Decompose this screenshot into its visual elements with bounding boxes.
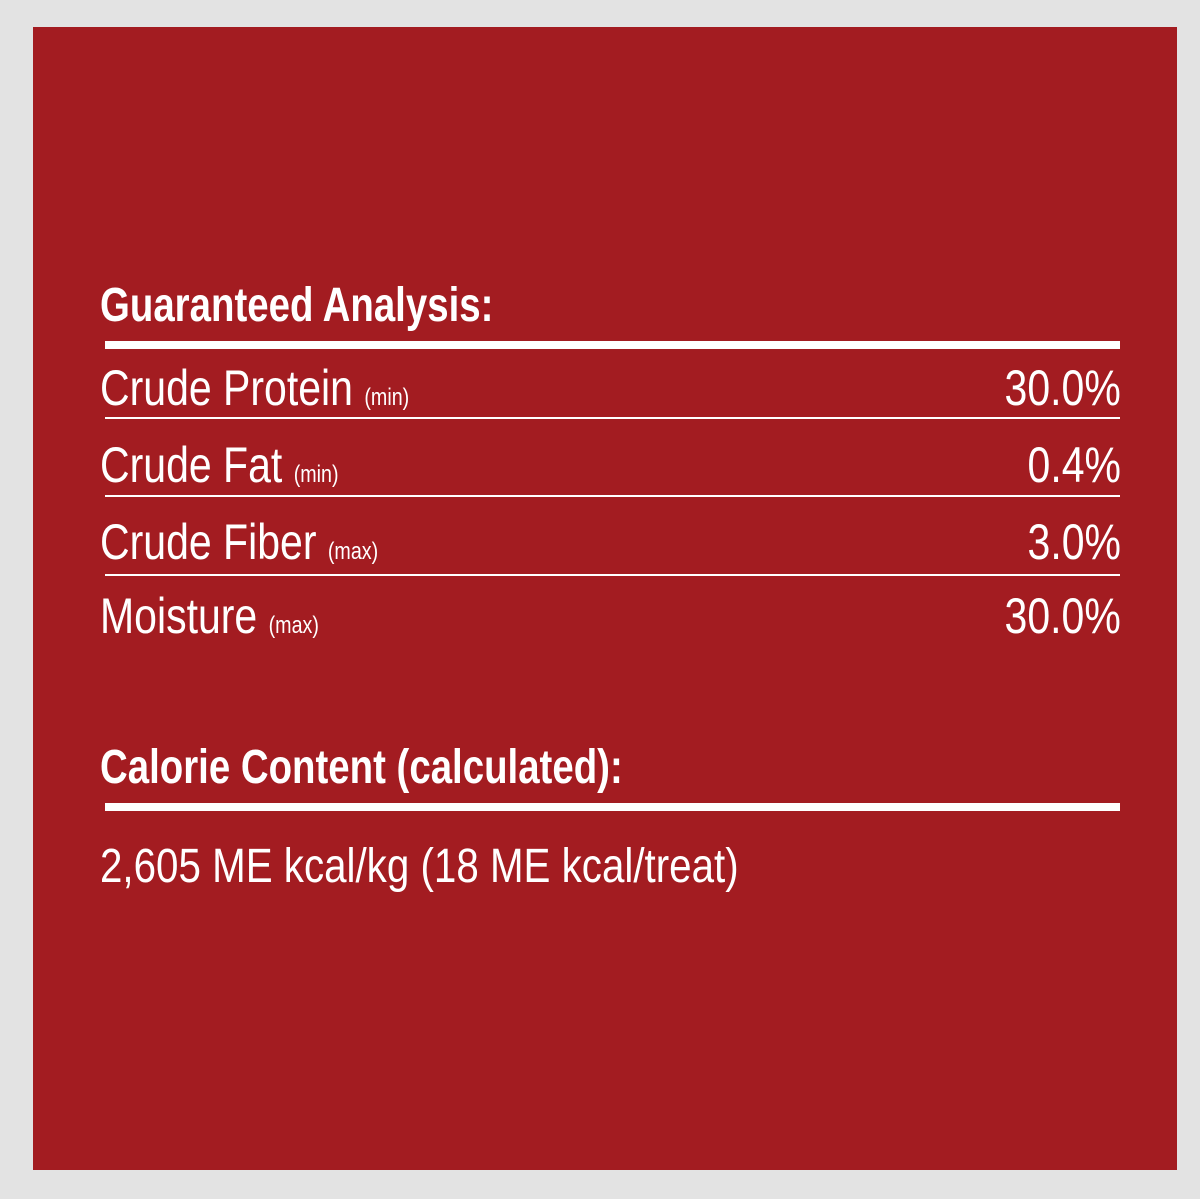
nutrient-name: Crude Fat <box>100 437 283 493</box>
row-value-crude-fat: 0.4% <box>1027 437 1121 493</box>
row-value-moisture: 30.0% <box>1004 588 1121 644</box>
analysis-panel: Guaranteed Analysis: Crude Protein (min)… <box>33 27 1177 1170</box>
row-label-crude-protein: Crude Protein (min) <box>100 363 409 413</box>
row-divider <box>105 574 1120 576</box>
nutrient-qualifier: (min) <box>364 384 410 411</box>
nutrient-name: Crude Protein <box>100 360 353 416</box>
calorie-content-value: 2,605 ME kcal/kg (18 ME kcal/treat) <box>100 840 739 893</box>
row-label-moisture: Moisture (max) <box>100 591 319 641</box>
nutrient-qualifier: (max) <box>327 538 379 565</box>
row-divider <box>105 495 1120 497</box>
title-divider <box>105 341 1120 349</box>
calorie-divider <box>105 803 1120 811</box>
nutrient-qualifier: (min) <box>293 461 339 488</box>
nutrient-qualifier: (max) <box>268 612 319 639</box>
calorie-content-title: Calorie Content (calculated): <box>100 741 623 794</box>
row-value-crude-fiber: 3.0% <box>1027 514 1121 570</box>
row-label-crude-fiber: Crude Fiber (max) <box>100 517 378 567</box>
nutrient-name: Crude Fiber <box>100 514 317 570</box>
nutrient-name: Moisture <box>100 588 258 644</box>
row-label-crude-fat: Crude Fat (min) <box>100 440 339 490</box>
row-divider <box>105 417 1120 419</box>
guaranteed-analysis-title: Guaranteed Analysis: <box>100 279 494 332</box>
row-value-crude-protein: 30.0% <box>1004 360 1121 416</box>
